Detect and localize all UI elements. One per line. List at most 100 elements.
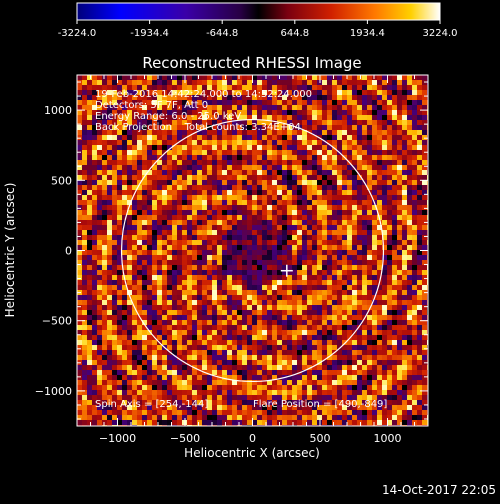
heatmap-pixel	[282, 390, 287, 395]
heatmap-pixel	[87, 155, 92, 160]
heatmap-pixel	[112, 280, 117, 285]
heatmap-pixel	[347, 205, 352, 210]
heatmap-pixel	[322, 130, 327, 135]
heatmap-pixel	[87, 255, 92, 260]
heatmap-pixel	[277, 105, 282, 110]
heatmap-pixel	[237, 245, 242, 250]
heatmap-pixel	[417, 270, 422, 275]
heatmap-pixel	[262, 280, 267, 285]
heatmap-pixel	[127, 255, 132, 260]
heatmap-pixel	[402, 330, 407, 335]
heatmap-pixel	[257, 370, 262, 375]
heatmap-pixel	[247, 375, 252, 380]
heatmap-pixel	[167, 365, 172, 370]
heatmap-pixel	[162, 375, 167, 380]
heatmap-pixel	[97, 245, 102, 250]
heatmap-pixel	[127, 180, 132, 185]
heatmap-pixel	[292, 340, 297, 345]
heatmap-pixel	[287, 240, 292, 245]
heatmap-pixel	[112, 205, 117, 210]
heatmap-pixel	[207, 265, 212, 270]
heatmap-pixel	[342, 150, 347, 155]
heatmap-pixel	[297, 75, 302, 80]
heatmap-pixel	[207, 255, 212, 260]
heatmap-pixel	[367, 375, 372, 380]
heatmap-pixel	[347, 150, 352, 155]
heatmap-pixel	[222, 340, 227, 345]
heatmap-pixel	[127, 240, 132, 245]
heatmap-pixel	[182, 210, 187, 215]
heatmap-pixel	[312, 180, 317, 185]
heatmap-pixel	[132, 135, 137, 140]
heatmap-pixel	[412, 155, 417, 160]
heatmap-pixel	[242, 175, 247, 180]
heatmap-pixel	[282, 370, 287, 375]
heatmap-pixel	[307, 160, 312, 165]
heatmap-pixel	[422, 245, 427, 250]
heatmap-pixel	[242, 375, 247, 380]
heatmap-pixel	[362, 125, 367, 130]
heatmap-pixel	[297, 310, 302, 315]
heatmap-pixel	[347, 125, 352, 130]
heatmap-pixel	[102, 80, 107, 85]
heatmap-pixel	[232, 280, 237, 285]
heatmap-pixel	[207, 150, 212, 155]
heatmap-pixel	[392, 380, 397, 385]
heatmap-pixel	[207, 330, 212, 335]
heatmap-pixel	[257, 150, 262, 155]
heatmap-pixel	[237, 410, 242, 415]
heatmap-pixel	[87, 115, 92, 120]
heatmap-pixel	[92, 235, 97, 240]
heatmap-pixel	[122, 320, 127, 325]
heatmap-pixel	[107, 265, 112, 270]
heatmap-pixel	[372, 390, 377, 395]
heatmap-pixel	[207, 250, 212, 255]
heatmap-pixel	[277, 215, 282, 220]
heatmap-pixel	[237, 335, 242, 340]
heatmap-pixel	[342, 140, 347, 145]
heatmap-pixel	[262, 150, 267, 155]
heatmap-pixel	[377, 355, 382, 360]
heatmap-pixel	[272, 100, 277, 105]
heatmap-pixel	[82, 310, 87, 315]
heatmap-pixel	[272, 165, 277, 170]
heatmap-pixel	[192, 205, 197, 210]
heatmap-pixel	[392, 350, 397, 355]
heatmap-pixel	[132, 420, 137, 425]
heatmap-pixel	[357, 95, 362, 100]
heatmap-pixel	[422, 380, 427, 385]
heatmap-pixel	[202, 310, 207, 315]
heatmap-pixel	[182, 205, 187, 210]
heatmap-pixel	[382, 320, 387, 325]
heatmap-pixel	[397, 205, 402, 210]
heatmap-pixel	[307, 155, 312, 160]
heatmap-pixel	[212, 175, 217, 180]
heatmap-pixel	[312, 210, 317, 215]
heatmap-pixel	[187, 300, 192, 305]
heatmap-pixel	[317, 110, 322, 115]
heatmap-pixel	[422, 405, 427, 410]
heatmap-pixel	[162, 75, 167, 80]
heatmap-pixel	[342, 90, 347, 95]
heatmap-pixel	[162, 310, 167, 315]
heatmap-pixel	[187, 215, 192, 220]
heatmap-pixel	[302, 245, 307, 250]
heatmap-pixel	[97, 355, 102, 360]
heatmap-pixel	[347, 180, 352, 185]
heatmap-pixel	[192, 380, 197, 385]
heatmap-pixel	[187, 380, 192, 385]
heatmap-pixel	[122, 380, 127, 385]
heatmap-pixel	[422, 255, 427, 260]
heatmap-pixel	[337, 175, 342, 180]
heatmap-pixel	[277, 155, 282, 160]
heatmap-pixel	[257, 350, 262, 355]
heatmap-pixel	[292, 310, 297, 315]
heatmap-pixel	[407, 160, 412, 165]
heatmap-pixel	[282, 155, 287, 160]
heatmap-pixel	[172, 190, 177, 195]
heatmap-pixel	[322, 150, 327, 155]
heatmap-pixel	[302, 80, 307, 85]
heatmap-pixel	[347, 385, 352, 390]
heatmap-pixel	[142, 305, 147, 310]
heatmap-pixel	[217, 310, 222, 315]
